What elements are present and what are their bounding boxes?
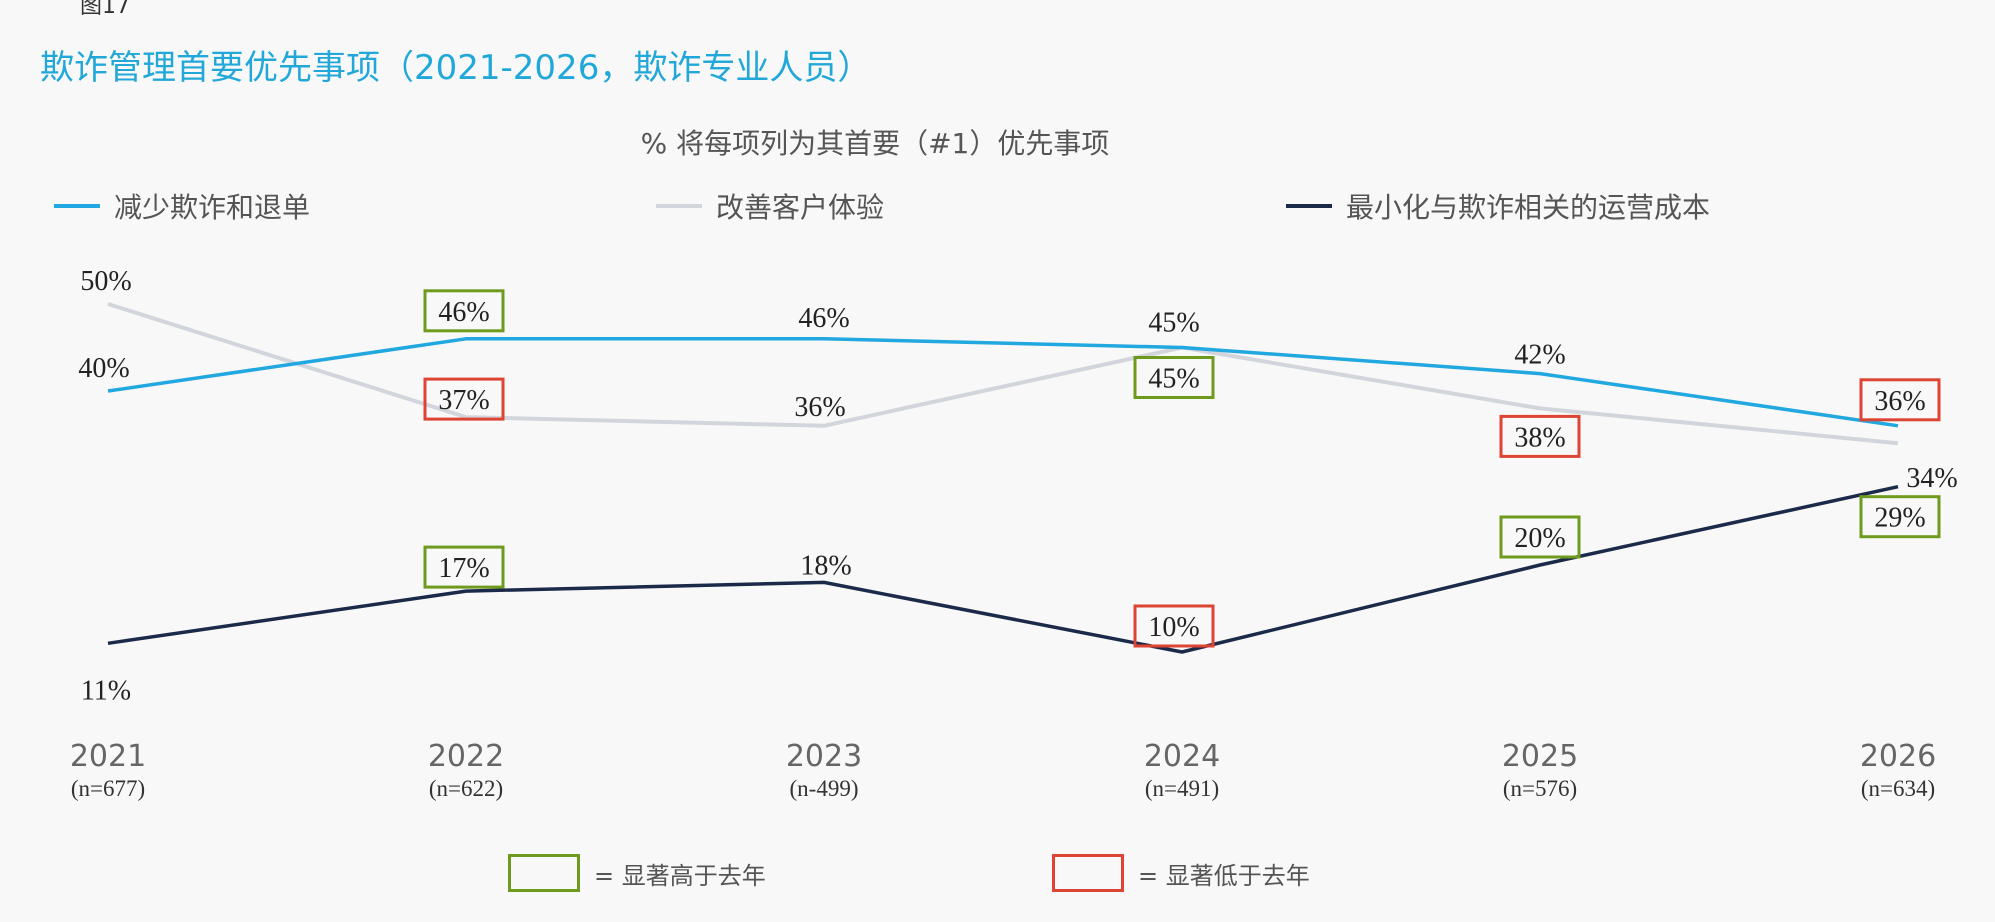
series-line-1 <box>107 337 1899 428</box>
data-label: 46% <box>798 303 849 334</box>
data-label: 37% <box>438 385 489 416</box>
x-axis: 2021(n=677)2022(n=622)2023(n-499)2024(n=… <box>70 739 1936 801</box>
x-tick-sublabel: (n=576) <box>1503 776 1577 801</box>
data-labels: 40% 46% 46% 45% 42% 36% 50% 37% 36% 45% 38% 34% 11% 1… <box>78 266 1957 706</box>
x-tick-label: 2021 <box>70 739 146 774</box>
data-label: 45% <box>1148 364 1199 395</box>
data-label: 18% <box>800 550 851 581</box>
x-tick-label: 2025 <box>1502 739 1578 774</box>
significance-box-higher <box>1133 356 1215 399</box>
series-line-3 <box>107 484 1899 654</box>
significance-box-lower <box>1859 378 1941 422</box>
legend-item-series-3: 最小化与欺诈相关的运营成本 <box>1286 186 1710 226</box>
significance-box-lower <box>1133 604 1215 648</box>
legend-swatch-series-3 <box>1286 204 1332 208</box>
data-label: 40% <box>78 353 129 384</box>
figure-label: 图17 <box>80 0 130 19</box>
data-label: 42% <box>1514 340 1565 371</box>
data-label: 20% <box>1514 523 1565 554</box>
key-box-lower <box>1052 854 1124 892</box>
legend-label-series-3: 最小化与欺诈相关的运营成本 <box>1346 191 1711 224</box>
x-tick-sublabel: (n=491) <box>1145 776 1219 801</box>
x-tick-sublabel: (n=622) <box>429 776 503 801</box>
key-box-higher <box>508 854 580 892</box>
data-label: 46% <box>438 297 489 328</box>
legend-item-series-1: 减少欺诈和退单 <box>54 186 310 226</box>
data-label: 36% <box>1874 386 1925 417</box>
key-higher: = 显著高于去年 <box>508 854 766 892</box>
data-label: 29% <box>1874 503 1925 534</box>
significance-box-higher <box>1859 495 1941 539</box>
data-label: 50% <box>80 266 131 297</box>
legend-item-series-2: 改善客户体验 <box>656 186 884 226</box>
significance-box-higher <box>1499 515 1581 559</box>
data-label: 38% <box>1514 422 1565 453</box>
x-tick-sublabel: (n=677) <box>71 776 145 801</box>
legend-label-series-1: 减少欺诈和退单 <box>114 191 311 224</box>
x-tick-sublabel: (n=634) <box>1861 776 1935 801</box>
significance-box-higher <box>423 289 505 333</box>
significance-box-higher <box>423 545 505 589</box>
legend-swatch-series-2 <box>656 204 702 208</box>
key-lower: = 显著低于去年 <box>1052 854 1310 892</box>
data-label: 45% <box>1148 308 1199 339</box>
series-lines <box>107 302 1899 654</box>
key-label-lower: = 显著低于去年 <box>1138 861 1310 890</box>
significance-box-lower <box>423 377 505 421</box>
x-tick-label: 2024 <box>1144 739 1220 774</box>
chart-subtitle: % 将每项列为其首要（#1）优先事项 <box>640 127 1110 160</box>
data-label: 10% <box>1148 612 1199 643</box>
data-label: 34% <box>1906 463 1957 494</box>
x-tick-label: 2026 <box>1860 739 1936 774</box>
x-tick-sublabel: (n-499) <box>790 776 859 801</box>
key-label-higher: = 显著高于去年 <box>594 861 766 890</box>
series-line-2 <box>107 302 1899 446</box>
significance-box-lower <box>1499 414 1581 458</box>
chart-title: 欺诈管理首要优先事项（2021-2026，欺诈专业人员） <box>40 48 872 88</box>
x-tick-label: 2022 <box>428 739 504 774</box>
data-label: 11% <box>81 675 131 706</box>
data-label: 17% <box>438 553 489 584</box>
x-tick-label: 2023 <box>786 739 862 774</box>
legend-swatch-series-1 <box>54 204 100 208</box>
data-label: 36% <box>794 392 845 423</box>
legend-label-series-2: 改善客户体验 <box>716 191 885 224</box>
